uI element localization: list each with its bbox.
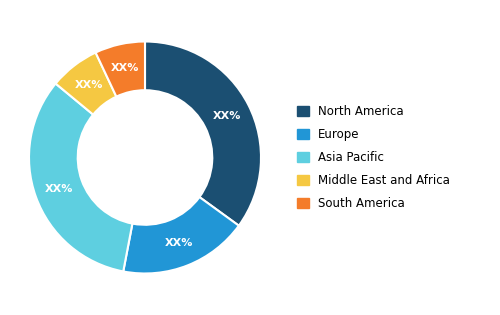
Text: XX%: XX%: [44, 184, 73, 193]
Wedge shape: [56, 53, 116, 115]
Wedge shape: [124, 197, 239, 273]
Text: XX%: XX%: [111, 63, 139, 73]
Text: XX%: XX%: [164, 238, 193, 248]
Wedge shape: [96, 42, 145, 97]
Legend: North America, Europe, Asia Pacific, Middle East and Africa, South America: North America, Europe, Asia Pacific, Mid…: [297, 105, 450, 210]
Wedge shape: [145, 42, 261, 226]
Wedge shape: [29, 83, 132, 272]
Text: XX%: XX%: [74, 80, 103, 90]
Text: XX%: XX%: [212, 111, 241, 121]
